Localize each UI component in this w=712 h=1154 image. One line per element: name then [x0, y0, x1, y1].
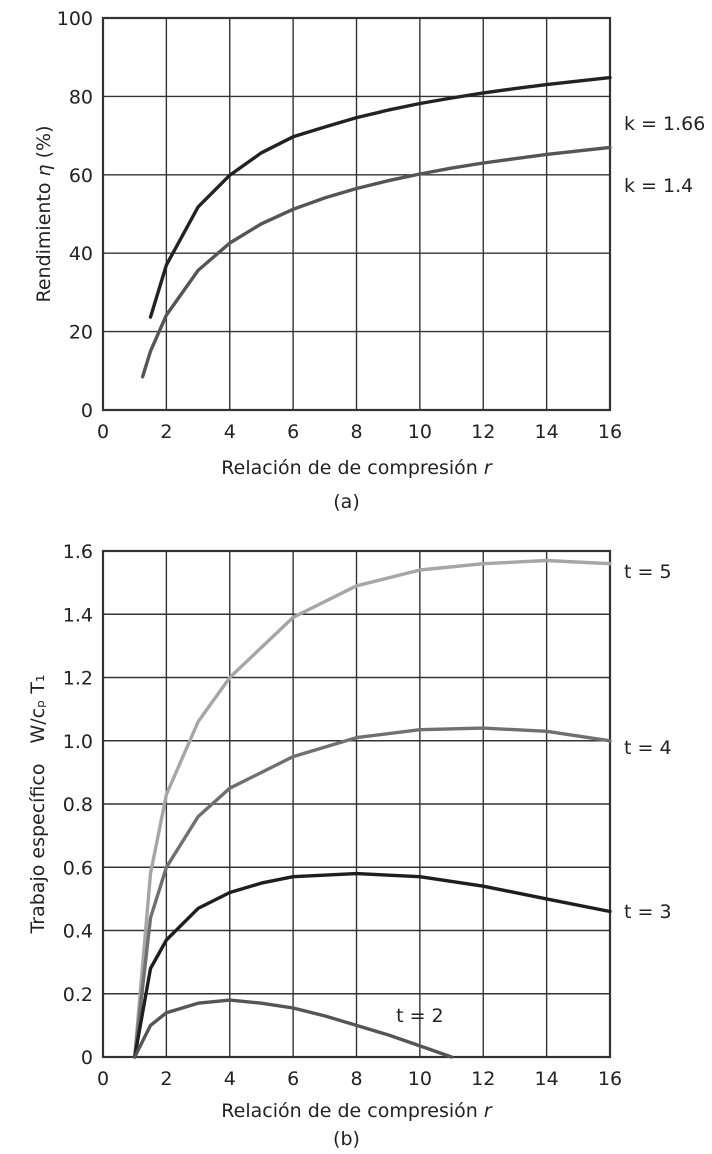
plot-frame — [101, 16, 612, 412]
x-tick-label: 2 — [160, 421, 172, 443]
y-tick-label: 1.2 — [63, 668, 93, 690]
series-line-t-2 — [133, 998, 454, 1059]
y-tick-label: 60 — [69, 165, 93, 187]
y-tick-label: 20 — [69, 322, 93, 344]
x-tick-label: 6 — [287, 1068, 299, 1090]
x-tick-label: 6 — [287, 421, 299, 443]
x-tick-label: 14 — [535, 421, 559, 443]
y-tick-label: 1.0 — [63, 731, 93, 753]
series-label-t-4: t = 4 — [624, 737, 672, 759]
series-line-k-1-66 — [148, 75, 612, 319]
x-tick-label: 2 — [160, 1068, 172, 1090]
x-tick-label: 10 — [408, 1068, 432, 1090]
y-axis-title: Rendimiento η (%) — [33, 125, 55, 302]
chart-panel-a: 0 2 4 6 8 10 12 14 16 0 20 40 60 80 100 k = 1.66 k = 1.4… — [33, 8, 705, 513]
x-tick-label: 14 — [535, 1068, 559, 1090]
x-tick-label: 0 — [97, 1068, 109, 1090]
series-label-t-5: t = 5 — [624, 561, 672, 583]
x-tick-label: 8 — [350, 1068, 362, 1090]
x-axis-title: Relación de de compresión r — [221, 1100, 493, 1122]
y-tick-label: 0.6 — [63, 857, 93, 879]
series-line-t-3 — [133, 871, 612, 1059]
x-tick-label: 10 — [408, 421, 432, 443]
grid — [102, 550, 611, 1058]
plot-frame — [101, 549, 612, 1059]
y-tick-label: 0 — [81, 400, 93, 422]
panel-label: (b) — [333, 1128, 360, 1150]
y-tick-label: 80 — [69, 86, 93, 108]
y-tick-label: 40 — [69, 243, 93, 265]
series-label-t-2: t = 2 — [396, 1005, 444, 1027]
x-tick-label: 16 — [598, 421, 622, 443]
series-line-t-4 — [133, 726, 612, 1059]
y-axis-title: Trabajo específicoW/cₚ T₁ — [27, 674, 49, 934]
series-line-k-1-4 — [140, 145, 612, 379]
y-tick-label: 1.6 — [63, 541, 93, 563]
y-tick-label: 0 — [81, 1047, 93, 1069]
x-tick-label: 12 — [471, 421, 495, 443]
panel-label: (a) — [333, 491, 359, 513]
y-tick-label: 1.4 — [63, 604, 93, 626]
grid — [102, 17, 611, 411]
x-tick-label: 8 — [350, 421, 362, 443]
series-label-k-1-66: k = 1.66 — [624, 113, 705, 135]
x-tick-label: 16 — [598, 1068, 622, 1090]
y-tick-label: 0.4 — [63, 921, 93, 943]
y-tick-label: 100 — [57, 8, 93, 30]
x-tick-label: 4 — [224, 1068, 236, 1090]
series-line-t-5 — [133, 558, 612, 1059]
y-tick-label: 0.2 — [63, 984, 93, 1006]
series-label-k-1-4: k = 1.4 — [624, 175, 693, 197]
chart-panel-b: 0 2 4 6 8 10 12 14 16 0 0.2 0.4 0.6 0.8 1.0 1.2 1.4 1.6 t … — [27, 541, 672, 1150]
x-tick-label: 4 — [224, 421, 236, 443]
series-label-t-3: t = 3 — [624, 901, 672, 923]
x-tick-label: 0 — [97, 421, 109, 443]
y-tick-label: 0.8 — [63, 794, 93, 816]
x-tick-label: 12 — [471, 1068, 495, 1090]
x-axis-title: Relación de de compresión r — [221, 457, 493, 479]
